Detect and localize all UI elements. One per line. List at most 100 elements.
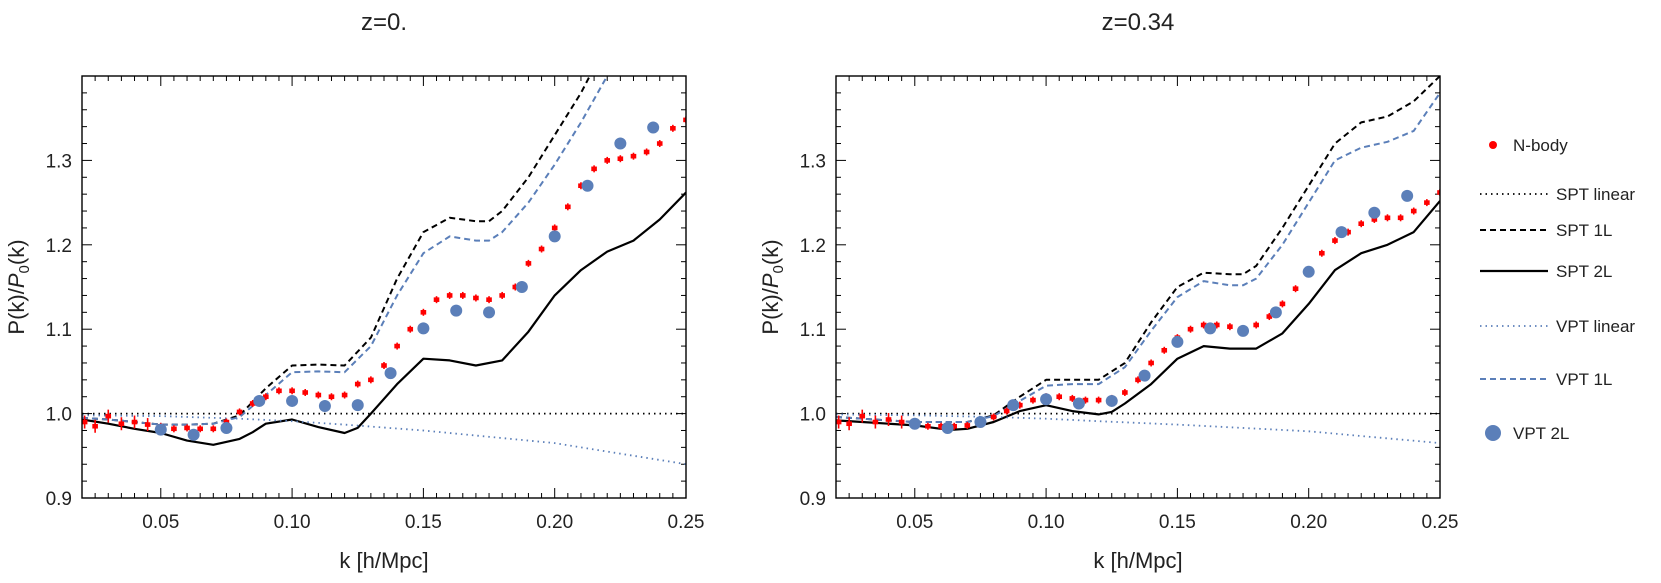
nbody-point: [1056, 394, 1063, 400]
nbody-point: [118, 421, 125, 427]
nbody-point: [263, 394, 269, 400]
nbody-point: [276, 388, 282, 394]
vpt-2l-point: [1072, 397, 1085, 410]
vpt-1l-line: [82, 76, 609, 426]
legend-item-vpt_1l: VPT 1L: [1480, 370, 1612, 389]
nbody-point: [341, 392, 348, 398]
legend-item-spt_2l: SPT 2L: [1480, 262, 1612, 281]
y-tick-label: 1.0: [46, 405, 72, 426]
vpt-2l-point: [1368, 206, 1381, 219]
y-tick-label: 0.9: [800, 489, 826, 510]
nbody-point: [1397, 215, 1404, 221]
nbody-point: [1279, 301, 1286, 307]
vpt-1l-line: [836, 92, 1440, 423]
legend-label: VPT 1L: [1556, 370, 1612, 389]
nbody-point: [184, 425, 190, 431]
vpt-2l-point: [318, 400, 331, 413]
nbody-point: [604, 158, 611, 163]
nbody-point: [1292, 286, 1299, 291]
x-tick-label: 0.25: [1422, 512, 1459, 533]
vpt-2l-point: [1401, 189, 1414, 202]
vpt-2l-point: [1335, 226, 1348, 239]
nbody-point: [1030, 397, 1036, 403]
nbody-point: [630, 153, 637, 159]
nbody-point: [643, 149, 650, 155]
nbody-point: [964, 423, 971, 428]
nbody-point: [846, 421, 852, 427]
nbody-point: [302, 390, 309, 395]
y-tick-label: 1.3: [800, 151, 826, 172]
spt-1l-line: [836, 76, 1440, 423]
nbody-point: [1003, 408, 1010, 414]
x-axis-label: k [h/Mpc]: [1093, 548, 1182, 573]
legend-label: VPT linear: [1556, 317, 1635, 336]
vpt-linear-line: [836, 413, 1440, 444]
nbody-point: [92, 423, 98, 429]
vpt-2l-point: [220, 421, 233, 434]
nbody-point: [197, 426, 203, 432]
nbody-point: [1187, 326, 1194, 332]
nbody-point: [670, 126, 676, 131]
legend-item-vpt_2l: VPT 2L: [1485, 424, 1569, 443]
nbody-point: [328, 394, 335, 400]
nbody-point: [171, 426, 177, 432]
nbody-point: [1266, 314, 1273, 319]
vpt-2l-point: [253, 394, 266, 407]
nbody-point: [82, 419, 88, 425]
nbody-point: [836, 419, 842, 425]
vpt-2l-point: [614, 137, 627, 150]
panel-title: z=0.: [361, 9, 407, 36]
x-axis-label: k [h/Mpc]: [339, 548, 428, 573]
y-tick-label: 1.1: [46, 320, 72, 341]
legend: N-body SPT linear SPT 1L SPT 2L VPT linear VP…: [1480, 136, 1635, 443]
vpt-2l-point: [286, 394, 299, 407]
nbody-point: [1148, 360, 1154, 366]
nbody-point: [446, 293, 453, 298]
x-tick-label: 0.10: [274, 512, 311, 533]
legend-label: N-body: [1513, 136, 1568, 155]
nbody-point: [144, 422, 151, 427]
nbody-point: [512, 284, 519, 290]
vpt-2l-point: [908, 417, 921, 430]
nbody-point: [210, 426, 217, 432]
panel-z034: z=0.34 k [h/Mpc] P(k)/P0(k) 0.05 0.10 0.15 0.2…: [758, 9, 1458, 573]
legend-item-spt_1l: SPT 1L: [1480, 221, 1612, 240]
vpt-2l-point: [1105, 394, 1118, 407]
nbody-point: [1069, 396, 1076, 401]
nbody-point: [315, 392, 322, 398]
y-tick-label: 0.9: [46, 489, 72, 510]
nbody-point: [951, 423, 957, 429]
nbody-point: [1135, 377, 1141, 383]
nbody-point: [105, 413, 112, 419]
y-tick-label: 1.2: [46, 236, 72, 257]
nbody-point: [1082, 397, 1089, 403]
nbody-point: [420, 310, 427, 315]
vpt-2l-point: [1171, 335, 1184, 348]
nbody-point: [938, 423, 944, 429]
legend-marker: [1485, 425, 1501, 441]
nbody-point: [1253, 322, 1259, 328]
nbody-point: [289, 388, 295, 394]
vpt-2l-point: [647, 121, 660, 134]
vpt-2l-point: [581, 179, 594, 192]
nbody-point: [1227, 324, 1233, 329]
x-tick-label: 0.15: [405, 512, 442, 533]
vpt-2l-point: [1204, 322, 1217, 335]
nbody-point: [1095, 397, 1102, 403]
vpt-2l-point: [1269, 306, 1282, 319]
y-tick-label: 1.0: [800, 405, 826, 426]
legend-item-vpt_linear: VPT linear: [1480, 317, 1635, 336]
nbody-point: [990, 414, 997, 420]
x-tick-label: 0.20: [1290, 512, 1327, 533]
vpt-2l-point: [1138, 369, 1151, 382]
vpt-2l-point: [351, 399, 364, 412]
plot-frame: [81, 75, 687, 499]
nbody-point: [131, 419, 138, 425]
nbody-point: [1213, 322, 1220, 328]
vpt-2l-point: [154, 423, 167, 436]
spt-2l-line: [836, 200, 1440, 431]
vpt-2l-point: [384, 367, 397, 380]
nbody-point: [1424, 200, 1430, 205]
nbody-point: [473, 295, 479, 301]
